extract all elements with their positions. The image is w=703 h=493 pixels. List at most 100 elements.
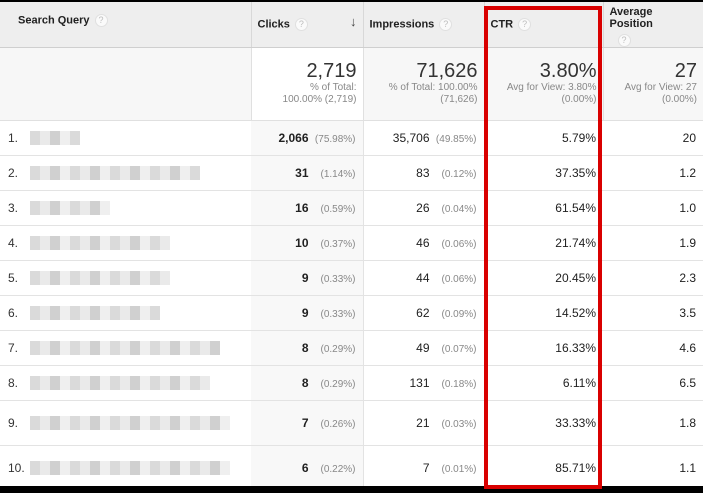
position-cell: 1.2 [603,155,703,191]
position-cell: 20 [603,120,703,156]
row-index: 10. [8,461,25,476]
redacted-query-text [30,236,170,251]
redacted-query-text [30,201,110,216]
ctr-cell: 61.54% [484,190,603,226]
query-cell[interactable]: 10. [0,445,251,486]
impressions-cell: 46 (0.06%) [363,225,485,261]
col-header-average-position[interactable]: Average Position? [603,2,703,48]
impressions-cell: 83 (0.12%) [363,155,485,191]
impressions-cell: 44 (0.06%) [363,260,485,296]
position-cell: 1.8 [603,400,703,446]
table-row[interactable]: 1. 2,066 (75.98%) 35,706 (49.85%) 5.79% 20 [0,120,703,156]
clicks-cell: 8 (0.29%) [251,330,364,366]
row-index: 8. [8,376,19,391]
query-cell[interactable]: 8. [0,365,251,401]
clicks-cell: 6 (0.22%) [251,445,364,486]
redacted-query-text [30,306,160,321]
totals-ctr: 3.80% Avg for View: 3.80% (0.00%) [484,47,604,121]
help-icon[interactable]: ? [94,14,108,27]
position-cell: 1.0 [603,190,703,226]
table-row[interactable]: 7. 8 (0.29%) 49 (0.07%) 16.33% 4.6 [0,330,703,366]
query-cell[interactable]: 6. [0,295,251,331]
position-cell: 1.9 [603,225,703,261]
row-index: 9. [8,416,19,431]
header-row: Search Query? Clicks? ↓ Impressions? CTR… [0,2,703,48]
clicks-cell: 7 (0.26%) [251,400,364,446]
ctr-cell: 21.74% [484,225,603,261]
redacted-query-text [30,341,220,356]
impressions-cell: 21 (0.03%) [363,400,485,446]
table-row[interactable]: 2. 31 (1.14%) 83 (0.12%) 37.35% 1.2 [0,155,703,191]
col-header-clicks[interactable]: Clicks? ↓ [251,2,364,48]
redacted-query-text [30,271,170,286]
impressions-cell: 35,706 (49.85%) [363,120,485,156]
totals-row: 2,719 % of Total: 100.00% (2,719) 71,626… [0,47,703,121]
position-cell: 2.3 [603,260,703,296]
table-row[interactable]: 5. 9 (0.33%) 44 (0.06%) 20.45% 2.3 [0,260,703,296]
row-index: 1. [8,131,19,146]
ctr-cell: 5.79% [484,120,603,156]
clicks-cell: 31 (1.14%) [251,155,364,191]
totals-clicks: 2,719 % of Total: 100.00% (2,719) [251,47,364,121]
query-cell[interactable]: 9. [0,400,251,446]
ctr-cell: 16.33% [484,330,603,366]
help-icon[interactable]: ? [439,18,453,31]
clicks-cell: 2,066 (75.98%) [251,120,364,156]
query-cell[interactable]: 5. [0,260,251,296]
ctr-cell: 6.11% [484,365,603,401]
impressions-cell: 131 (0.18%) [363,365,485,401]
clicks-cell: 10 (0.37%) [251,225,364,261]
clicks-cell: 9 (0.33%) [251,295,364,331]
ctr-cell: 14.52% [484,295,603,331]
position-cell: 4.6 [603,330,703,366]
row-index: 6. [8,306,19,321]
query-cell[interactable]: 4. [0,225,251,261]
query-cell[interactable]: 3. [0,190,251,226]
col-header-impressions[interactable]: Impressions? [363,2,485,48]
table-row[interactable]: 4. 10 (0.37%) 46 (0.06%) 21.74% 1.9 [0,225,703,261]
sort-descending-icon[interactable]: ↓ [350,14,357,29]
ctr-cell: 20.45% [484,260,603,296]
ctr-cell: 33.33% [484,400,603,446]
position-cell: 1.1 [603,445,703,486]
position-cell: 3.5 [603,295,703,331]
col-header-ctr[interactable]: CTR? [484,2,604,48]
totals-position: 27 Avg for View: 27 (0.00%) [603,47,703,121]
redacted-query-text [30,376,210,391]
row-index: 2. [8,166,19,181]
row-index: 4. [8,236,19,251]
query-cell[interactable]: 1. [0,120,251,156]
redacted-query-text [30,461,230,476]
impressions-cell: 7 (0.01%) [363,445,485,486]
row-index: 5. [8,271,19,286]
redacted-query-text [30,416,230,431]
row-index: 7. [8,341,19,356]
totals-impressions: 71,626 % of Total: 100.00% (71,626) [363,47,485,121]
help-icon[interactable]: ? [518,18,532,31]
totals-label-cell [0,47,252,121]
redacted-query-text [30,166,200,181]
clicks-cell: 9 (0.33%) [251,260,364,296]
col-header-search-query[interactable]: Search Query? [0,2,252,48]
help-icon[interactable]: ? [617,34,631,47]
position-cell: 6.5 [603,365,703,401]
query-cell[interactable]: 7. [0,330,251,366]
impressions-cell: 49 (0.07%) [363,330,485,366]
ctr-cell: 37.35% [484,155,603,191]
clicks-cell: 8 (0.29%) [251,365,364,401]
query-cell[interactable]: 2. [0,155,251,191]
clicks-cell: 16 (0.59%) [251,190,364,226]
impressions-cell: 26 (0.04%) [363,190,485,226]
table-row[interactable]: 10. 6 (0.22%) 7 (0.01%) 85.71% 1.1 [0,445,703,486]
table-row[interactable]: 3. 16 (0.59%) 26 (0.04%) 61.54% 1.0 [0,190,703,226]
redacted-query-text [30,131,80,146]
row-index: 3. [8,201,19,216]
ctr-cell: 85.71% [484,445,603,486]
table-row[interactable]: 6. 9 (0.33%) 62 (0.09%) 14.52% 3.5 [0,295,703,331]
table-row[interactable]: 9. 7 (0.26%) 21 (0.03%) 33.33% 1.8 [0,400,703,446]
impressions-cell: 62 (0.09%) [363,295,485,331]
help-icon[interactable]: ? [294,18,308,31]
table-row[interactable]: 8. 8 (0.29%) 131 (0.18%) 6.11% 6.5 [0,365,703,401]
